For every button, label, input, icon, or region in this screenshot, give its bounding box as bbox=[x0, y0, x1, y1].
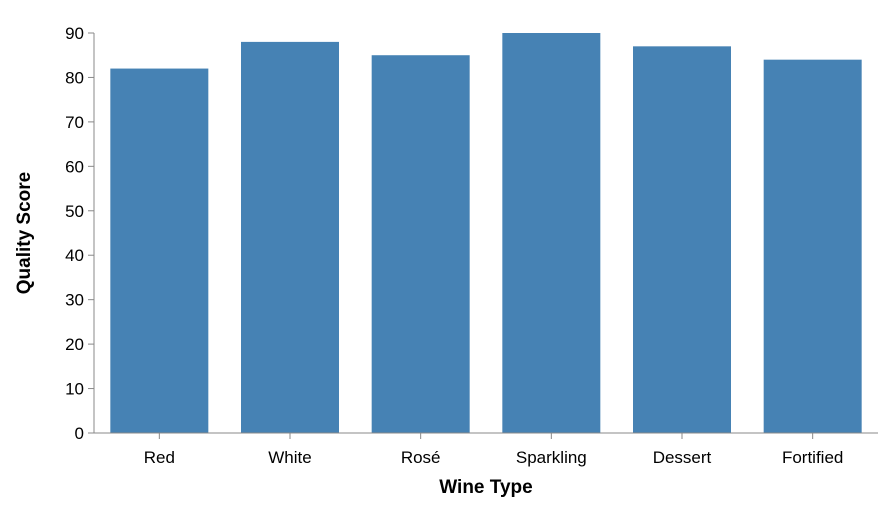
y-tick-label: 60 bbox=[65, 157, 84, 176]
y-tick-label: 70 bbox=[65, 113, 84, 132]
y-tick-label: 80 bbox=[65, 68, 84, 87]
y-tick-label: 90 bbox=[65, 24, 84, 43]
x-tick-label: Sparkling bbox=[516, 448, 587, 467]
x-tick-label: Red bbox=[144, 448, 175, 467]
bar-red bbox=[110, 68, 209, 433]
bar-fortified bbox=[763, 59, 862, 434]
x-axis-title: Wine Type bbox=[439, 477, 532, 498]
bar-white bbox=[241, 41, 339, 433]
x-tick-label: White bbox=[268, 448, 311, 467]
x-tick-label: Fortified bbox=[782, 448, 843, 467]
bar-sparkling bbox=[502, 33, 601, 433]
y-tick-label: 20 bbox=[65, 335, 84, 354]
x-axis: Red White Rosé Sparkling Dessert Fortified bbox=[94, 432, 878, 467]
y-tick-label: 50 bbox=[65, 202, 84, 221]
bar-dessert bbox=[633, 46, 731, 433]
y-tick-label: 0 bbox=[75, 424, 84, 443]
bars-group bbox=[110, 33, 862, 434]
y-axis-title: Quality Score bbox=[14, 172, 35, 295]
y-tick-label: 10 bbox=[65, 380, 84, 399]
y-axis: 0 10 20 30 40 50 60 70 80 90 bbox=[65, 24, 95, 443]
x-tick-label: Rosé bbox=[401, 448, 441, 467]
bar-ros- bbox=[371, 55, 470, 433]
y-tick-label: 40 bbox=[65, 246, 84, 265]
x-tick-label: Dessert bbox=[653, 448, 712, 467]
y-tick-label: 30 bbox=[65, 291, 84, 310]
